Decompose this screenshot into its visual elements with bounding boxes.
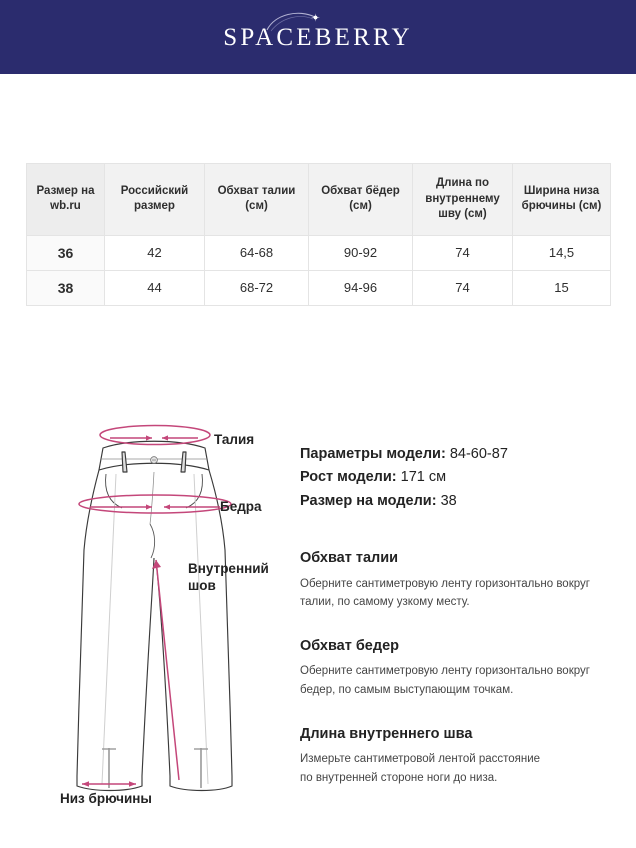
column-header-ru-size: Российский размер (104, 163, 205, 236)
cell-waist: 68-72 (204, 269, 309, 306)
waist-measure-ellipse (99, 424, 211, 446)
trousers-illustration (76, 424, 233, 792)
column-header-inseam-length: Длина по внутреннему шву (см) (412, 163, 513, 236)
instruction-body: Оберните сантиметровую ленту горизонталь… (300, 577, 590, 609)
info-column: Параметры модели: 84-60-87 Рост модели: … (300, 443, 630, 787)
cell-hips: 94-96 (308, 269, 413, 306)
model-params-label: Параметры модели: (300, 446, 446, 462)
model-height-label: Рост модели: (300, 469, 397, 486)
model-size-line: Размер на модели: 38 (300, 490, 630, 513)
label-waist: Талия (214, 432, 255, 447)
label-hips: Бедра (220, 499, 262, 514)
instruction-title: Обхват талии (300, 550, 399, 567)
model-height-value: 171 см (400, 469, 447, 486)
hips-measure-ellipse (78, 494, 232, 514)
model-height-line: Рост модели: 171 см (300, 466, 630, 489)
cell-hem-width: 14,5 (512, 234, 611, 271)
inseam-measure-line (155, 559, 180, 781)
cell-hips: 90-92 (308, 234, 413, 271)
cell-wb-size: 36 (26, 234, 105, 271)
brand-logo[interactable]: SPACEBERRY (223, 12, 413, 57)
instruction-body: Измерьте сантиметровой лентой расстояние… (300, 753, 541, 784)
cell-waist: 64-68 (204, 234, 309, 271)
instruction-waist: Обхват талии Оберните сантиметровую лент… (300, 550, 630, 612)
column-header-hips: Обхват бёдер (см) (308, 163, 413, 236)
table-row: 36 42 64-68 90-92 74 14,5 (26, 234, 611, 271)
trousers-measurement-diagram: Талия Бедра Внутренний шов Низ брючины (46, 408, 296, 818)
model-size-value: 38 (440, 492, 457, 509)
cell-ru-size: 44 (104, 269, 205, 306)
cell-wb-size: 38 (26, 269, 105, 306)
model-params-line: Параметры модели: 84-60-87 (300, 443, 630, 466)
table-row: 38 44 68-72 94-96 74 15 (26, 269, 611, 306)
size-table-wrapper: Размер на wb.ru Российский размер Обхват… (26, 163, 611, 306)
instruction-inseam: Длина внутреннего шва Измерьте сантиметр… (300, 726, 630, 788)
instruction-title: Длина внутреннего шва (300, 725, 473, 742)
instruction-title: Обхват бедер (300, 638, 400, 655)
cell-ru-size: 42 (104, 234, 205, 271)
model-params-value: 84-60-87 (449, 446, 508, 462)
label-inseam: Внутренний шов (188, 561, 269, 593)
column-header-waist: Обхват талии (см) (204, 163, 309, 236)
instruction-body: Оберните сантиметровую ленту горизонталь… (300, 665, 590, 697)
column-header-hem-width: Ширина низа брючины (см) (512, 163, 611, 236)
cell-hem-width: 15 (512, 269, 611, 306)
cell-inseam-length: 74 (412, 234, 513, 271)
size-table: Размер на wb.ru Российский размер Обхват… (26, 163, 611, 306)
brand-name: SPACEBERRY (223, 23, 413, 51)
label-hem: Низ брючины (60, 791, 152, 806)
model-size-label: Размер на модели: (300, 492, 437, 509)
instruction-hips: Обхват бедер Оберните сантиметровую лент… (300, 638, 630, 700)
column-header-wb-size: Размер на wb.ru (26, 163, 105, 236)
site-header: SPACEBERRY (0, 0, 636, 74)
cell-inseam-length: 74 (412, 269, 513, 306)
table-header-row: Размер на wb.ru Российский размер Обхват… (26, 163, 611, 236)
